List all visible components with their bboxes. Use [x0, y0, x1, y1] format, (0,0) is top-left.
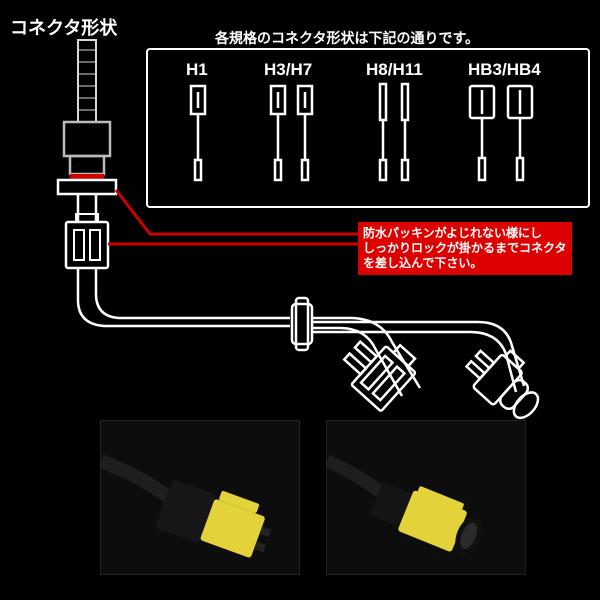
warning-line: しっかりロックが掛かるまでコネクタ: [363, 241, 567, 256]
wiring-path: [78, 268, 524, 396]
photo-connector-right: [326, 420, 526, 575]
warning-line: 防水パッキンがよじれない様にし: [363, 226, 567, 241]
amp-connector-large-icon: [335, 324, 423, 412]
warning-line: を差し込んで下さい。: [363, 256, 567, 271]
page-title: コネクタ形状: [10, 14, 117, 40]
warning-note: 防水パッキンがよじれない様にし しっかりロックが掛かるまでコネクタ を差し込んで…: [358, 222, 572, 275]
connector-label-h1: H1: [186, 60, 208, 80]
subheading: 各規格のコネクタ形状は下記の通りです。: [215, 28, 479, 48]
photo-connector-left: [100, 420, 300, 575]
connector-label-hb3hb4: HB3/HB4: [468, 60, 541, 80]
connector-label-h8h11: H8/H11: [366, 60, 423, 80]
connector-label-h3h7: H3/H7: [264, 60, 312, 80]
round-connector-icon: [459, 336, 553, 428]
hid-bulb-icon: [58, 40, 116, 268]
